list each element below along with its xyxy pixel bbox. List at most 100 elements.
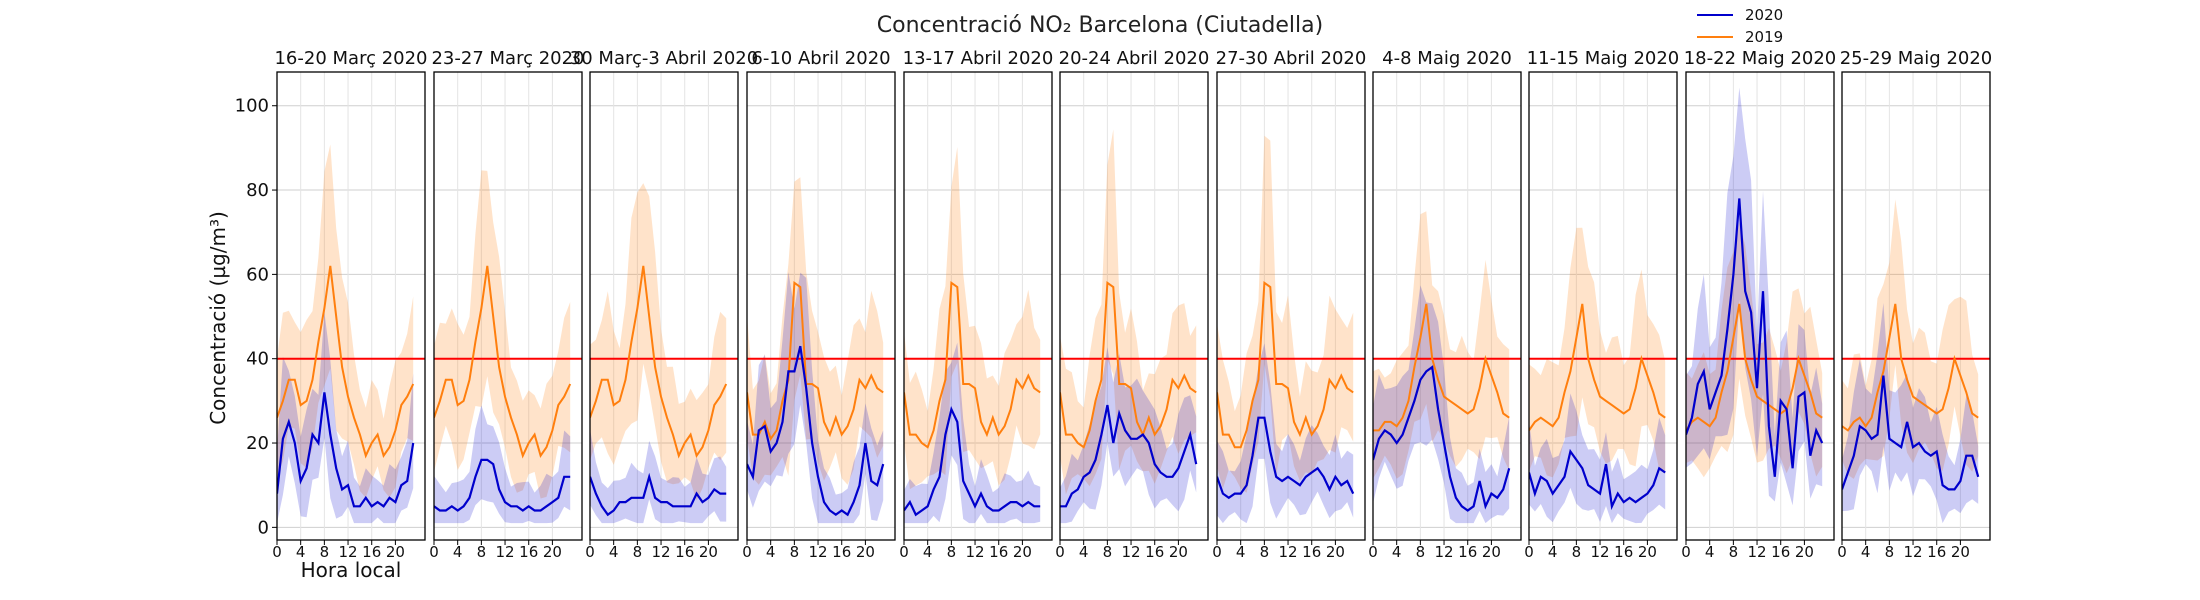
x-tick-label: 20 [1169, 543, 1188, 561]
panel-5: 13-17 Abril 2020 0 4 8 12 16 20 [899, 48, 1053, 561]
x-tick-label: 16 [1927, 543, 1946, 561]
band-2020 [747, 272, 884, 524]
panel-title: 18-22 Maig 2020 [1684, 48, 1837, 69]
x-tick-label: 20 [1638, 543, 1657, 561]
x-tick-label: 20 [1013, 543, 1032, 561]
figure-title: Concentració NO₂ Barcelona (Ciutadella) [877, 13, 1323, 38]
series-line-2019 [904, 280, 1041, 449]
panel-plot-area [434, 72, 582, 540]
x-tick-label: 16 [362, 543, 381, 561]
band-2019 [434, 170, 571, 499]
x-tick-label: 8 [790, 543, 800, 561]
legend-label-2019: 2019 [1745, 28, 1783, 46]
x-tick-label: 20 [856, 543, 875, 561]
band-2019 [277, 144, 414, 498]
panel-title: 13-17 Abril 2020 [903, 48, 1054, 69]
band-2020 [1529, 393, 1666, 524]
panel-frame [903, 71, 1053, 541]
series-line-2019 [590, 265, 728, 459]
panel-title: 27-30 Abril 2020 [1216, 48, 1367, 69]
panel-frame [1685, 71, 1835, 541]
x-tick-label: 4 [1079, 543, 1089, 561]
x-tick-label: 4 [296, 543, 306, 561]
series-line-2019 [747, 280, 884, 441]
band-2019 [1217, 135, 1354, 493]
series-line-2020 [1686, 198, 1824, 477]
panel-title: 11-15 Maig 2020 [1527, 48, 1680, 69]
x-axis-label: Hora local [301, 558, 402, 582]
panel-title: 20-24 Abril 2020 [1059, 48, 1210, 69]
x-tick-label: 4 [766, 543, 776, 561]
y-tick-label: 80 [246, 180, 269, 201]
band-2020 [1217, 343, 1354, 524]
x-tick-label: 12 [1121, 543, 1140, 561]
x-tick-label: 16 [989, 543, 1008, 561]
x-tick-label: 16 [519, 543, 538, 561]
band-2019 [1529, 227, 1666, 478]
series-line-2020 [1529, 448, 1666, 511]
x-tick-label: 8 [947, 543, 957, 561]
x-tick-label: 16 [1771, 543, 1790, 561]
x-tick-label: 20 [1951, 543, 1970, 561]
x-tick-label: 4 [923, 543, 933, 561]
series-line-2020 [904, 405, 1041, 517]
x-tick-label: 20 [1326, 543, 1345, 561]
x-tick-label: 0 [1681, 543, 1691, 561]
x-tick-label: 0 [1524, 543, 1534, 561]
x-tick-label: 8 [1729, 543, 1739, 561]
panel-2: 23-27 Març 2020 0 4 8 12 16 20 [429, 48, 584, 561]
x-tick-label: 20 [543, 543, 562, 561]
y-tick-label: 20 [246, 433, 269, 454]
panel-title: 4-8 Maig 2020 [1382, 48, 1512, 69]
x-tick-label: 20 [1795, 543, 1814, 561]
x-tick-label: 8 [320, 543, 330, 561]
band-2019 [590, 183, 727, 501]
panel-title: 16-20 Març 2020 [274, 48, 427, 69]
panel-frame [276, 71, 426, 541]
series-line-2019 [1217, 280, 1354, 449]
panel-frame [589, 71, 739, 541]
legend: 2020 2019 [1697, 6, 1783, 46]
panel-plot-area [1686, 72, 1834, 540]
panel-plot-area [1060, 72, 1208, 540]
x-tick-label: 8 [1416, 543, 1426, 561]
panel-plot-area [747, 72, 895, 540]
panel-plot-area [590, 72, 738, 540]
x-tick-label: 0 [742, 543, 752, 561]
panel-plot-area [1842, 72, 1990, 540]
panel-frame [1059, 71, 1209, 541]
panel-10: 18-22 Maig 2020 0 4 8 12 16 20 [1681, 48, 1836, 561]
x-tick-label: 16 [1458, 543, 1477, 561]
x-tick-label: 4 [609, 543, 619, 561]
x-tick-label: 4 [1705, 543, 1715, 561]
y-tick-label: 60 [246, 264, 269, 285]
band-2020 [434, 405, 571, 524]
x-tick-label: 12 [1278, 543, 1297, 561]
x-tick-label: 0 [899, 543, 909, 561]
panel-frame [1528, 71, 1678, 541]
x-tick-label: 12 [338, 543, 357, 561]
x-tick-label: 16 [1145, 543, 1164, 561]
x-tick-label: 0 [429, 543, 439, 561]
panel-frame [1841, 71, 1991, 541]
x-tick-label: 16 [832, 543, 851, 561]
x-tick-label: 16 [1614, 543, 1633, 561]
x-tick-label: 16 [1302, 543, 1321, 561]
x-tick-label: 0 [1212, 543, 1222, 561]
x-tick-label: 12 [808, 543, 827, 561]
series-line-2019 [1060, 280, 1197, 449]
x-tick-label: 8 [477, 543, 487, 561]
x-tick-label: 4 [1861, 543, 1871, 561]
x-tick-label: 8 [1572, 543, 1582, 561]
panel-plot-area [1373, 72, 1521, 540]
series-line-2020 [1373, 365, 1511, 512]
x-tick-label: 12 [495, 543, 514, 561]
y-axis-label: Concentració (µg/m³) [206, 211, 230, 425]
series-line-2020 [1217, 416, 1355, 500]
panel-9: 11-15 Maig 2020 0 4 8 12 16 20 [1524, 48, 1679, 561]
series-line-2019 [277, 265, 415, 459]
series-line-2019 [1842, 303, 1979, 432]
panel-11: 25-29 Maig 2020 0 4 8 12 16 20 [1837, 48, 1992, 561]
